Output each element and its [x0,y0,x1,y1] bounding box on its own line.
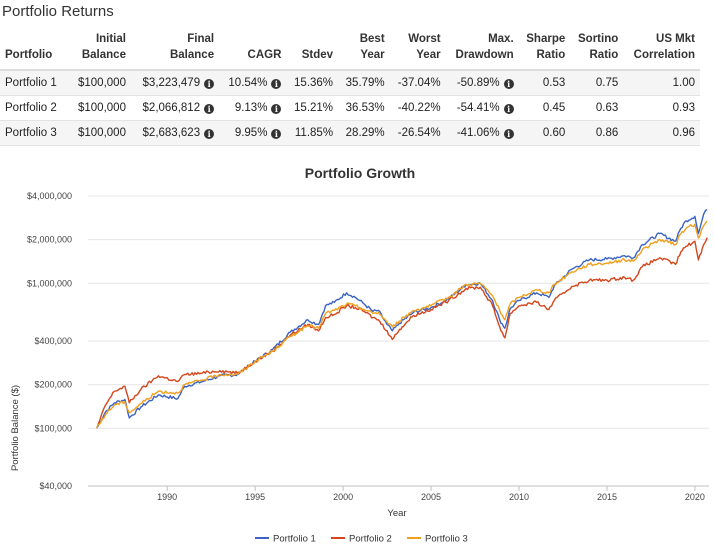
series-line-3 [96,220,708,429]
info-circle-icon[interactable]: i [503,104,514,114]
cell-worst-year: -26.54% [389,120,446,146]
info-circle-icon[interactable]: i [271,129,282,139]
returns-table: Portfolio Initial Balance Final Balance CA… [0,29,700,146]
table-row: Portfolio 2 $100,000 $2,066,812 i 9.13% i … [0,95,700,121]
cell-us-mkt-correlation: 0.96 [623,120,700,146]
col-header-max-drawdown: Max. Drawdown [445,29,519,71]
info-circle-icon[interactable]: i [503,129,514,139]
x-tick-label: 2020 [685,492,705,502]
chart-gridlines [88,195,709,487]
info-circle-icon[interactable]: i [204,129,215,139]
cell-sortino-ratio: 0.86 [570,120,624,146]
info-circle-icon[interactable]: i [204,79,215,89]
cell-worst-year: -37.04% [389,70,446,96]
y-tick-label: $400,000 [34,336,72,346]
info-circle-icon[interactable]: i [271,104,282,114]
series-line-1 [96,208,708,429]
cell-best-year: 35.79% [338,70,390,96]
cell-worst-year: -40.22% [389,95,446,121]
chart-series [96,208,708,429]
cell-sharpe-ratio: 0.53 [518,70,571,96]
col-header-us-mkt-correlation: US Mkt Correlation [623,29,700,71]
y-tick-label: $1,000,000 [27,278,72,288]
col-header-cagr: CAGR [219,29,287,71]
chart-title: Portfolio Growth [305,165,415,181]
y-tick-label: $100,000 [34,423,72,433]
cell-sharpe-ratio: 0.60 [518,120,571,146]
series-line-2 [96,237,708,429]
info-circle-icon[interactable]: i [503,79,514,89]
cell-max-drawdown: -41.06% i [445,120,519,146]
col-header-worst-year: Worst Year [389,29,446,71]
table-row: Portfolio 3 $100,000 $2,683,623 i 9.95% i … [0,120,700,146]
x-tick-label: 2000 [333,492,353,502]
cell-portfolio: Portfolio 1 [0,70,70,96]
y-tick-label: $4,000,000 [27,191,72,201]
cell-final-balance: $2,683,623 i [130,120,220,146]
table-row: Portfolio 1 $100,000 $3,223,479 i 10.54% i… [0,70,700,96]
col-header-stdev: Stdev [286,29,339,71]
page-title: Portfolio Returns [2,3,114,20]
col-header-portfolio: Portfolio [0,29,70,71]
x-tick-label: 2015 [597,492,617,502]
cell-stdev: 11.85% [286,120,339,146]
legend-label-3: Portfolio 3 [425,534,468,545]
y-tick-label: $200,000 [34,380,72,390]
x-tick-label: 1995 [245,492,265,502]
x-tick-label: 2010 [509,492,529,502]
cell-initial-balance: $100,000 [69,70,131,96]
cell-cagr: 9.13% i [219,95,287,121]
cell-sharpe-ratio: 0.45 [518,95,571,121]
cell-initial-balance: $100,000 [69,120,131,146]
col-header-final-balance: Final Balance [130,29,220,71]
x-tick-label: 1990 [157,492,177,502]
cell-portfolio: Portfolio 2 [0,95,70,121]
cell-sortino-ratio: 0.75 [570,70,624,96]
cell-best-year: 28.29% [338,120,390,146]
col-header-best-year: Best Year [338,29,390,71]
col-header-initial-balance: Initial Balance [69,29,131,71]
x-tick-label: 2005 [421,492,441,502]
col-header-sharpe-ratio: Sharpe Ratio [518,29,571,71]
info-circle-icon[interactable]: i [271,79,282,89]
col-header-sortino-ratio: Sortino Ratio [570,29,624,71]
cell-stdev: 15.21% [286,95,339,121]
legend-label-1: Portfolio 1 [273,534,316,545]
info-circle-icon[interactable]: i [204,104,215,114]
y-tick-label: $40,000 [39,481,72,491]
cell-us-mkt-correlation: 1.00 [623,70,700,96]
cell-final-balance: $2,066,812 i [130,95,220,121]
cell-sortino-ratio: 0.63 [570,95,624,121]
x-axis-label: Year [387,508,406,519]
legend-label-2: Portfolio 2 [349,534,392,545]
chart-legend: Portfolio 1 Portfolio 2 Portfolio 3 [255,534,468,545]
cell-stdev: 15.36% [286,70,339,96]
portfolio-growth-chart: Portfolio Growth $40,000 $100,000 $200,000… [10,165,709,545]
cell-portfolio: Portfolio 3 [0,120,70,146]
cell-best-year: 36.53% [338,95,390,121]
cell-cagr: 9.95% i [219,120,287,146]
y-axis-ticks: $40,000 $100,000 $200,000 $400,000 $1,000,00… [27,191,72,491]
cell-us-mkt-correlation: 0.93 [623,95,700,121]
cell-cagr: 10.54% i [219,70,287,96]
cell-final-balance: $3,223,479 i [130,70,220,96]
y-tick-label: $2,000,000 [27,235,72,245]
x-axis-ticks: 1990 1995 2000 2005 2010 2015 2020 [157,486,705,502]
y-axis-label: Portfolio Balance ($) [10,385,21,471]
cell-max-drawdown: -54.41% i [445,95,519,121]
cell-max-drawdown: -50.89% i [445,70,519,96]
cell-initial-balance: $100,000 [69,95,131,121]
table-header-row: Portfolio Initial Balance Final Balance CA… [0,29,700,71]
